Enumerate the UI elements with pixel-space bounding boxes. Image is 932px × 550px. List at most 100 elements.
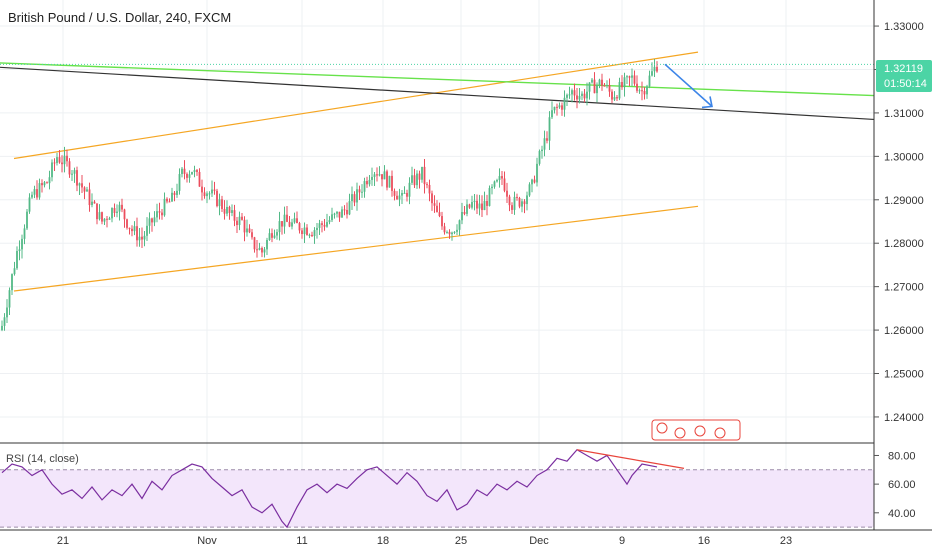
- descending-trendline[interactable]: [0, 66, 875, 121]
- candle[interactable]: [621, 75, 623, 90]
- candle[interactable]: [458, 219, 461, 236]
- candle[interactable]: [286, 205, 288, 223]
- candle[interactable]: [543, 130, 546, 157]
- candle[interactable]: [491, 184, 493, 195]
- candle[interactable]: [503, 171, 506, 193]
- candle[interactable]: [298, 221, 301, 234]
- candle[interactable]: [506, 182, 508, 204]
- candle[interactable]: [296, 211, 298, 224]
- candle[interactable]: [216, 188, 218, 208]
- candle[interactable]: [123, 208, 126, 228]
- candle[interactable]: [156, 203, 158, 223]
- candle[interactable]: [51, 159, 53, 182]
- candle[interactable]: [213, 181, 216, 195]
- candle[interactable]: [511, 202, 513, 215]
- candle[interactable]: [258, 242, 261, 251]
- candle[interactable]: [451, 231, 453, 241]
- candle[interactable]: [36, 180, 38, 200]
- candle[interactable]: [398, 188, 401, 207]
- candle[interactable]: [348, 193, 351, 216]
- candle[interactable]: [366, 176, 368, 188]
- candle[interactable]: [186, 172, 188, 183]
- candle[interactable]: [231, 204, 233, 217]
- candle[interactable]: [618, 77, 621, 101]
- candle[interactable]: [591, 77, 593, 84]
- candle[interactable]: [98, 204, 101, 221]
- candle[interactable]: [386, 169, 388, 191]
- candle[interactable]: [488, 185, 491, 207]
- event-marker-icon[interactable]: [694, 425, 706, 437]
- candle[interactable]: [406, 189, 408, 202]
- candle[interactable]: [338, 211, 341, 222]
- candle[interactable]: [93, 200, 96, 204]
- candle[interactable]: [643, 87, 646, 100]
- candle[interactable]: [356, 182, 358, 211]
- candle[interactable]: [341, 206, 343, 218]
- candle[interactable]: [103, 218, 106, 225]
- candle[interactable]: [528, 182, 531, 197]
- candle[interactable]: [271, 228, 273, 243]
- candle[interactable]: [303, 222, 306, 244]
- candle[interactable]: [608, 78, 611, 97]
- candle[interactable]: [558, 102, 561, 109]
- candle[interactable]: [383, 165, 386, 180]
- candle[interactable]: [91, 193, 93, 208]
- candle[interactable]: [651, 62, 653, 77]
- candle[interactable]: [146, 217, 148, 242]
- candle[interactable]: [501, 170, 503, 185]
- candle[interactable]: [433, 195, 436, 213]
- candle[interactable]: [628, 75, 631, 87]
- candle[interactable]: [326, 213, 328, 228]
- candle[interactable]: [3, 313, 6, 331]
- drawings-layer[interactable]: [0, 51, 875, 292]
- candle[interactable]: [218, 193, 221, 216]
- lower-channel-line[interactable]: [13, 205, 699, 292]
- candle[interactable]: [361, 184, 363, 198]
- candle[interactable]: [203, 187, 206, 199]
- candle[interactable]: [581, 91, 583, 101]
- candle[interactable]: [283, 206, 286, 234]
- candle[interactable]: [161, 209, 163, 220]
- candle[interactable]: [518, 196, 521, 209]
- candle[interactable]: [391, 170, 393, 197]
- candle[interactable]: [456, 224, 458, 235]
- candle[interactable]: [206, 191, 208, 204]
- drawings-overlay[interactable]: [0, 63, 874, 109]
- candle[interactable]: [148, 212, 151, 234]
- candle[interactable]: [363, 177, 366, 198]
- candle[interactable]: [153, 211, 156, 227]
- candle[interactable]: [631, 68, 633, 87]
- candle[interactable]: [251, 228, 253, 240]
- candle[interactable]: [331, 207, 333, 223]
- candle[interactable]: [571, 88, 573, 103]
- candle[interactable]: [598, 78, 601, 89]
- candle[interactable]: [636, 75, 638, 93]
- candle[interactable]: [508, 194, 511, 212]
- candle[interactable]: [641, 81, 643, 101]
- candle[interactable]: [453, 231, 456, 235]
- candle[interactable]: [71, 169, 73, 181]
- candle[interactable]: [168, 198, 171, 203]
- candle[interactable]: [573, 83, 576, 101]
- candle[interactable]: [473, 194, 476, 211]
- candle[interactable]: [486, 194, 488, 216]
- candle[interactable]: [411, 166, 413, 186]
- candle[interactable]: [11, 273, 13, 295]
- candle[interactable]: [108, 216, 111, 220]
- candle[interactable]: [88, 182, 91, 212]
- candle[interactable]: [46, 181, 48, 184]
- candle[interactable]: [408, 177, 411, 205]
- candle[interactable]: [193, 165, 196, 178]
- candle[interactable]: [118, 201, 121, 221]
- candle[interactable]: [198, 168, 201, 187]
- candle[interactable]: [376, 167, 378, 182]
- candle[interactable]: [368, 174, 371, 187]
- candle[interactable]: [233, 204, 236, 227]
- candle[interactable]: [346, 202, 348, 219]
- candle[interactable]: [43, 180, 46, 188]
- rsi-divergence-line[interactable]: [576, 449, 685, 469]
- candle[interactable]: [593, 72, 596, 94]
- candle[interactable]: [173, 191, 176, 202]
- candle[interactable]: [26, 208, 28, 231]
